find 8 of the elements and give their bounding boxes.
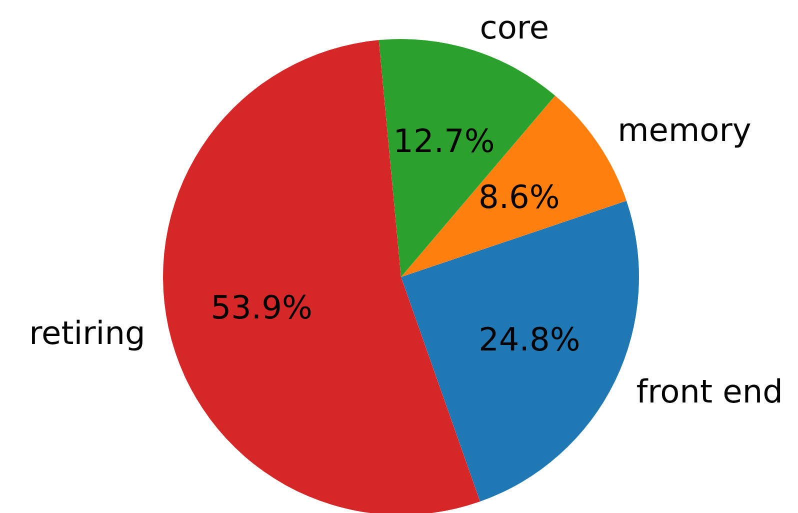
data-label: 24.8% bbox=[478, 320, 580, 359]
data-label: 8.6% bbox=[478, 178, 560, 216]
slice-label: front end bbox=[636, 372, 783, 411]
data-label: 53.9% bbox=[210, 288, 312, 327]
data-label: 12.7% bbox=[393, 122, 495, 160]
slice-label: core bbox=[480, 8, 550, 46]
slice-label: retiring bbox=[29, 314, 146, 352]
slice-label: memory bbox=[618, 111, 752, 149]
